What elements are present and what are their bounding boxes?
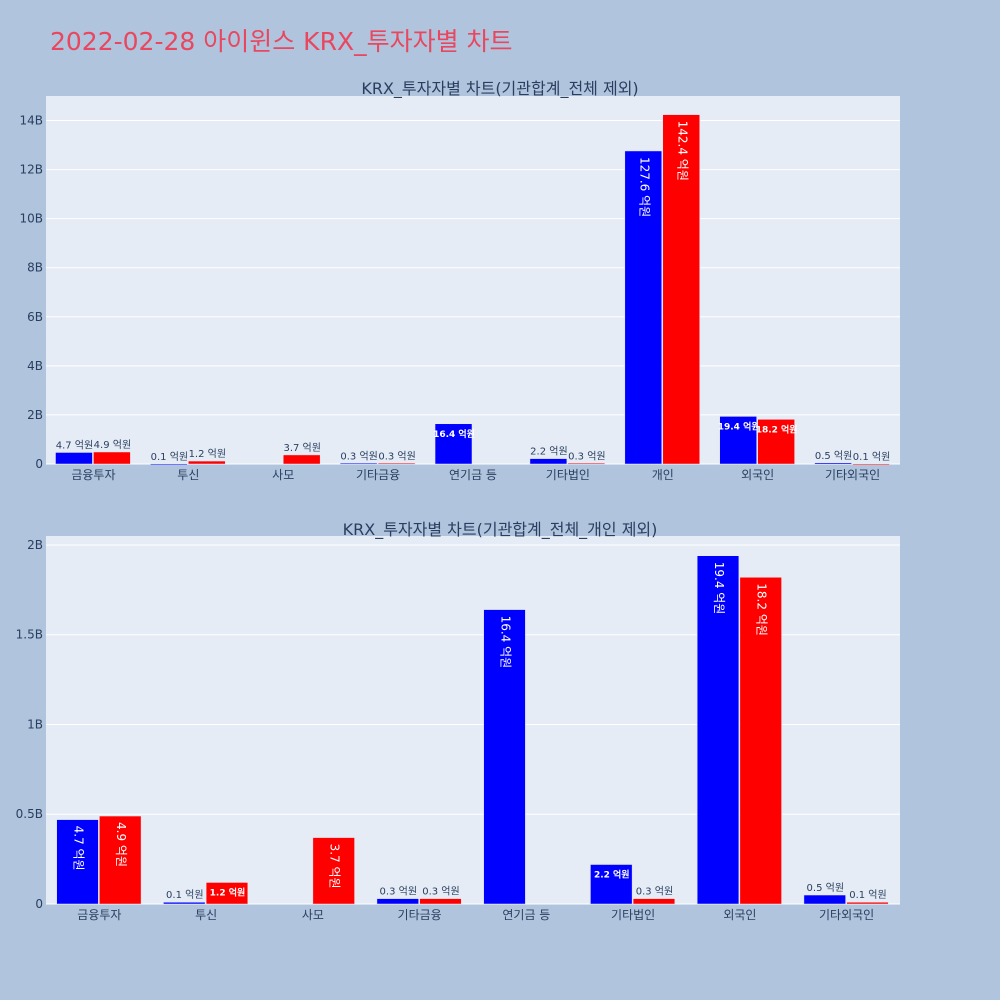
bar-value-label: 4.7 억원 xyxy=(56,439,93,451)
bar-value-label: 1.2 억원 xyxy=(189,448,226,460)
bar xyxy=(739,577,782,905)
x-tick-label: 금융투자 xyxy=(71,468,115,482)
bar-value-label: 18.2 억원 xyxy=(755,583,769,636)
bar xyxy=(719,416,757,465)
chart-title: KRX_투자자별 차트(기관합계_전체_개인 제외) xyxy=(343,520,658,540)
x-tick-label: 투신 xyxy=(195,908,217,922)
x-tick-label: 외국인 xyxy=(741,468,774,482)
y-tick-label: 2B xyxy=(27,538,43,552)
bar-value-label: 16.4 억원 xyxy=(433,428,475,440)
bar-value-label: 1.2 억원 xyxy=(210,886,246,898)
x-tick-label: 기타외국인 xyxy=(819,908,874,922)
y-tick-label: 1.5B xyxy=(16,628,43,642)
bar-value-label: 4.9 억원 xyxy=(114,822,128,867)
bar-value-label: 0.5 억원 xyxy=(815,450,852,462)
bar xyxy=(483,609,526,905)
x-tick-label: 외국인 xyxy=(723,908,756,922)
x-tick-label: 개인 xyxy=(652,468,674,482)
bar-value-label: 0.3 억원 xyxy=(380,886,417,898)
bar-value-label: 0.3 억원 xyxy=(636,886,673,898)
bar xyxy=(163,901,206,905)
bar-value-label: 0.3 억원 xyxy=(378,450,415,462)
x-tick-label: 사모 xyxy=(272,468,294,482)
bar xyxy=(205,882,249,905)
bar xyxy=(434,423,473,465)
bar-value-label: 2.2 억원 xyxy=(594,869,630,881)
bar xyxy=(662,114,700,465)
x-tick-label: 기타법인 xyxy=(611,908,655,922)
bar-value-label: 142.4 억원 xyxy=(675,121,689,181)
bar-value-label: 4.7 억원 xyxy=(72,826,86,871)
bar xyxy=(757,419,795,465)
bar xyxy=(632,898,676,905)
bar xyxy=(377,463,416,465)
bar-value-label: 3.7 억원 xyxy=(328,844,342,889)
chart-1: 0 2B 4B 6B 8B 10B 12B 14B KRX_투자자별 차트(기관합계_전체 제외… xyxy=(19,79,900,482)
y-tick-label: 0 xyxy=(35,897,43,911)
bar xyxy=(282,454,321,465)
bar-value-label: 0.1 억원 xyxy=(151,451,188,463)
y-tick-label: 6B xyxy=(27,310,43,324)
y-tick-label: 1B xyxy=(27,717,43,731)
bar-value-label: 18.2 억원 xyxy=(756,423,798,435)
x-tick-label: 금융투자 xyxy=(77,908,121,922)
bar-value-label: 19.4 억원 xyxy=(718,420,760,432)
bar xyxy=(567,463,606,465)
bar-value-label: 3.7 억원 xyxy=(283,442,320,454)
bar-value-label: 16.4 억원 xyxy=(499,616,513,669)
bar-value-label: 0.3 억원 xyxy=(568,450,605,462)
bar xyxy=(188,460,226,465)
bar-value-label: 0.1 억원 xyxy=(849,889,886,901)
bar xyxy=(376,898,419,905)
y-tick-label: 14B xyxy=(19,114,43,128)
y-tick-label: 12B xyxy=(19,163,43,177)
bar xyxy=(312,837,355,905)
bar-value-label: 19.4 억원 xyxy=(712,562,726,615)
page-title: 2022-02-28 아이윈스 KRX_투자자별 차트 xyxy=(50,27,513,56)
chart-title: KRX_투자자별 차트(기관합계_전체 제외) xyxy=(361,79,638,99)
x-tick-label: 연기금 등 xyxy=(502,908,550,922)
bar xyxy=(590,864,633,905)
bar-value-label: 0.3 억원 xyxy=(422,886,459,898)
bar xyxy=(419,898,462,905)
x-tick-label: 사모 xyxy=(302,908,324,922)
bar xyxy=(56,819,99,905)
y-tick-label: 4B xyxy=(27,359,43,373)
bar xyxy=(803,894,846,905)
bar xyxy=(529,458,568,465)
bar xyxy=(339,463,378,465)
plot-area xyxy=(46,96,900,464)
bar-value-label: 127.6 억원 xyxy=(637,157,651,217)
y-tick-label: 0 xyxy=(35,457,43,471)
y-tick-label: 0.5B xyxy=(16,807,43,821)
chart-2: 0 0.5B 1B 1.5B 2B KRX_투자자별 차트(기관합계_전체_개인 제외) 금… xyxy=(16,520,900,922)
bar xyxy=(846,901,889,905)
bar xyxy=(814,462,852,465)
bar-value-label: 2.2 억원 xyxy=(530,446,567,458)
bar-value-label: 0.3 억원 xyxy=(340,450,377,462)
y-tick-label: 2B xyxy=(27,408,43,422)
y-tick-label: 10B xyxy=(19,212,43,226)
bar-value-label: 0.1 억원 xyxy=(166,889,203,901)
bar-value-label: 0.1 억원 xyxy=(853,451,890,463)
bar xyxy=(150,463,188,466)
bar xyxy=(852,463,890,466)
x-tick-label: 기타금융 xyxy=(356,468,400,482)
bar xyxy=(93,451,131,465)
x-tick-label: 기타금융 xyxy=(398,908,442,922)
y-tick-label: 8B xyxy=(27,261,43,275)
bar xyxy=(624,150,663,465)
bar-value-label: 4.9 억원 xyxy=(94,439,131,451)
x-tick-label: 연기금 등 xyxy=(449,468,497,482)
bar xyxy=(99,815,142,905)
bar-value-label: 0.5 억원 xyxy=(807,882,844,894)
x-tick-label: 투신 xyxy=(177,468,199,482)
bar xyxy=(55,452,93,465)
x-tick-label: 기타법인 xyxy=(546,468,590,482)
bar xyxy=(696,555,740,905)
x-tick-label: 기타외국인 xyxy=(825,468,880,482)
